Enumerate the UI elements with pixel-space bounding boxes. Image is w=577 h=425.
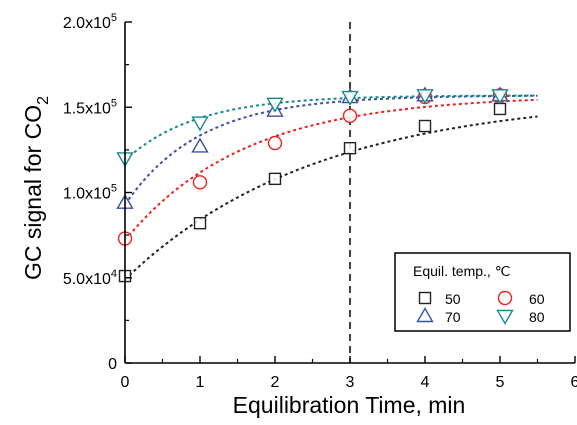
x-tick-label: 0 (121, 374, 130, 391)
y-tick-exponent: 5 (111, 97, 117, 109)
legend-marker-70 (416, 307, 434, 323)
y-tick-exponent: 5 (111, 12, 117, 24)
x-tick-label: 1 (196, 374, 205, 391)
data-point-80 (491, 89, 509, 105)
legend-marker-80 (496, 309, 514, 325)
data-point-50 (268, 172, 282, 186)
legend-label-60: 60 (529, 291, 545, 307)
y-axis-title-main: GC signal for CO (20, 105, 46, 280)
data-point-60 (192, 175, 208, 190)
legend: Equil. temp., ℃ 50 60 70 80 (394, 252, 571, 332)
y-tick-label: 2.0x105 (63, 12, 117, 32)
data-point-70 (191, 137, 209, 153)
y-axis-title: GC signal for CO2 (20, 96, 52, 280)
fit-curves (124, 94, 538, 281)
y-tick-label: 5.0x104 (63, 268, 117, 288)
x-tick-label: 6 (571, 374, 577, 391)
y-tick-mantissa: 1.5x10 (63, 100, 111, 117)
x-tick-label: 5 (496, 374, 505, 391)
y-tick-mantissa: 1.0x10 (63, 186, 111, 203)
x-axis-title: Equilibration Time, min (233, 392, 466, 418)
legend-label-50: 50 (445, 291, 461, 307)
data-point-80 (191, 116, 209, 132)
x-tick-label: 3 (346, 374, 355, 391)
data-point-80 (341, 90, 359, 106)
legend-marker-60 (497, 290, 513, 306)
y-tick-label: 0 (108, 356, 117, 373)
y-tick-exponent: 4 (111, 268, 117, 280)
fit-curve-80 (124, 94, 538, 161)
fit-curve-50 (124, 115, 538, 281)
legend-label-70: 70 (445, 309, 461, 325)
data-point-60 (342, 108, 358, 123)
y-tick-mantissa: 2.0x10 (63, 15, 111, 32)
x-tick-label: 4 (421, 374, 430, 391)
legend-label-80: 80 (529, 309, 545, 325)
legend-marker-50 (418, 291, 432, 305)
data-point-80 (266, 97, 284, 113)
x-tick-label: 2 (271, 374, 280, 391)
legend-items: 50 60 70 80 (416, 290, 545, 325)
y-tick-label: 1.0x105 (63, 183, 117, 203)
data-point-50 (343, 141, 357, 155)
y-axis-title-subscript: 2 (35, 96, 52, 105)
y-tick-label: 1.5x105 (63, 97, 117, 117)
y-tick-exponent: 5 (111, 183, 117, 195)
legend-title: Equil. temp., ℃ (413, 263, 510, 279)
fit-curve-70 (124, 94, 538, 205)
fit-curve-60 (124, 98, 538, 241)
y-tick-mantissa: 5.0x10 (63, 271, 111, 288)
data-point-50 (493, 102, 507, 116)
data-point-50 (418, 119, 432, 133)
data-point-50 (193, 216, 207, 230)
data-point-60 (267, 135, 283, 151)
data-point-80 (416, 89, 434, 105)
